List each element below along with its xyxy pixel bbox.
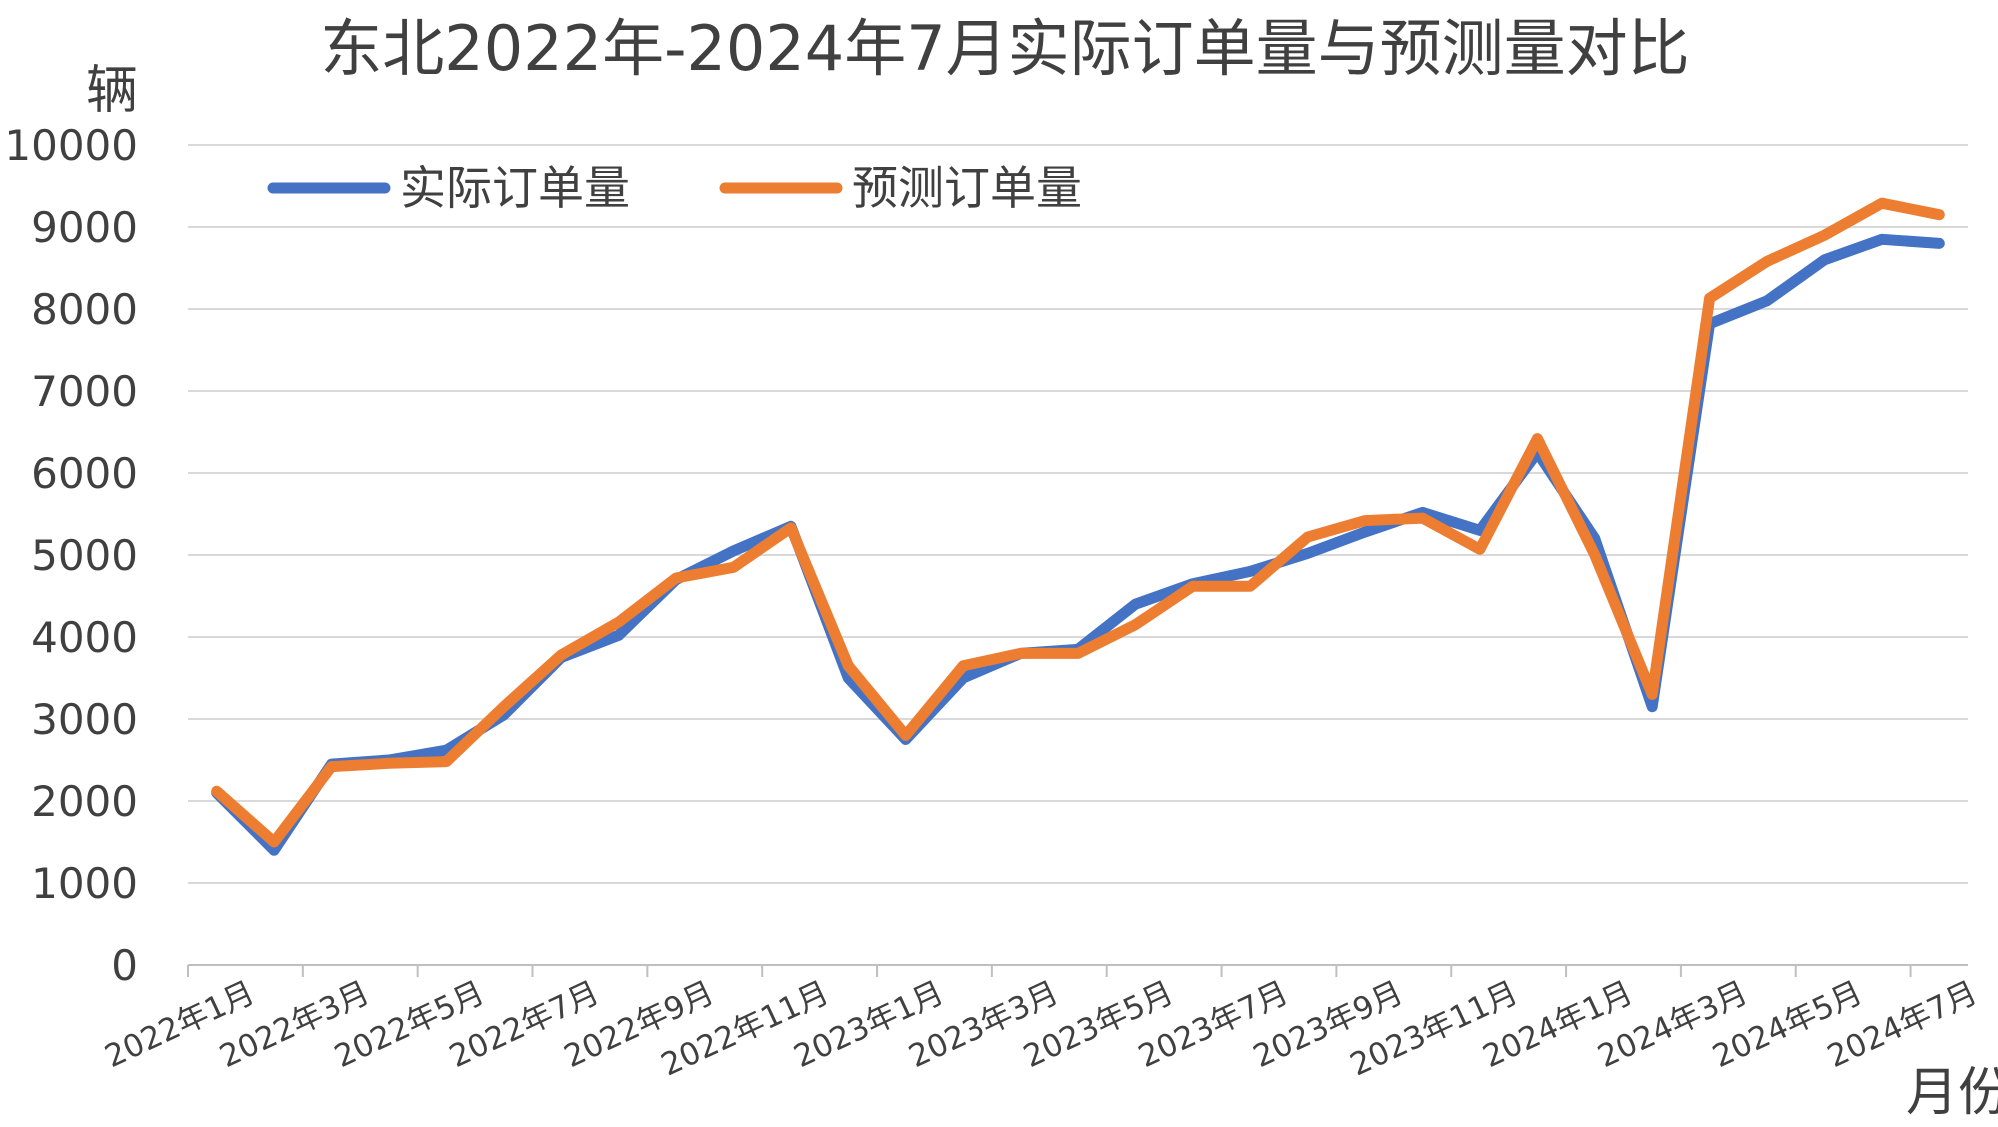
data-point (501, 704, 506, 709)
y-tick-label: 5000 (31, 531, 138, 580)
data-point (788, 525, 793, 530)
data-point (616, 633, 621, 638)
data-point (1248, 584, 1253, 589)
data-point (1765, 298, 1770, 303)
data-point (1305, 551, 1310, 556)
data-point (1363, 530, 1368, 535)
chart-title: 东北2022年-2024年7月实际订单量与预测量对比 (320, 12, 1689, 85)
data-point (214, 789, 219, 794)
data-point (1707, 296, 1712, 301)
data-point (1076, 651, 1080, 656)
data-point (386, 761, 391, 766)
x-axis-unit-label: 月份 (1906, 1063, 1998, 1123)
series-lines (211, 197, 1945, 856)
data-point (961, 663, 966, 668)
data-point (674, 575, 679, 580)
series-line-0 (211, 233, 1945, 856)
data-point (1822, 257, 1827, 262)
data-point (1822, 233, 1827, 238)
data-point (1879, 237, 1884, 242)
data-point (272, 848, 277, 853)
y-axis-tick-labels: 0 1000 2000 3000 4000 5000 6000 7000 8000 9000 100… (4, 121, 138, 990)
data-point (329, 764, 334, 769)
gridlines (188, 144, 1968, 884)
data-point (1937, 241, 1942, 246)
legend-label: 实际订单量 (400, 161, 630, 215)
data-point (1937, 212, 1942, 217)
y-tick-label: 6000 (31, 449, 138, 498)
legend: 实际订单量 预测订单量 (267, 161, 1082, 215)
data-point (1592, 536, 1597, 541)
data-point (272, 840, 277, 844)
data-point (1592, 553, 1597, 557)
data-point (846, 676, 851, 680)
series-line-1 (211, 197, 1945, 848)
data-point (444, 748, 449, 753)
y-tick-label: 4000 (31, 613, 138, 662)
data-point (846, 663, 851, 668)
data-point (1535, 436, 1540, 441)
data-point (1363, 518, 1368, 523)
y-tick-label: 1000 (31, 859, 138, 908)
y-tick-label: 2000 (31, 777, 138, 826)
y-tick-label: 3000 (31, 695, 138, 744)
data-point (1765, 259, 1770, 264)
y-tick-label: 0 (111, 941, 138, 990)
data-point (961, 676, 966, 680)
data-point (731, 548, 736, 553)
data-point (444, 759, 449, 764)
data-point (559, 653, 564, 658)
x-axis (187, 964, 1968, 977)
data-point (1190, 584, 1195, 589)
data-point (1133, 602, 1138, 607)
data-point (1420, 516, 1425, 521)
legend-label: 预测订单量 (852, 161, 1082, 215)
data-point (1650, 704, 1655, 709)
data-point (1879, 201, 1884, 206)
data-point (1650, 692, 1655, 697)
y-tick-label: 8000 (31, 285, 138, 334)
data-point (903, 733, 908, 738)
data-point (1248, 569, 1253, 574)
data-point (1133, 622, 1138, 627)
y-tick-label: 7000 (31, 367, 138, 416)
data-point (1305, 534, 1310, 539)
data-point (731, 565, 736, 570)
x-axis-tick-labels: 2022年1月2022年3月2022年5月2022年7月2022年9月2022年… (99, 975, 1982, 1084)
data-point (1477, 528, 1482, 533)
y-axis-unit-label: 辆 (86, 61, 138, 121)
data-point (1018, 651, 1023, 656)
data-point (616, 620, 621, 625)
data-point (1477, 547, 1482, 552)
y-tick-label: 9000 (31, 203, 138, 252)
y-tick-label: 10000 (4, 121, 138, 170)
